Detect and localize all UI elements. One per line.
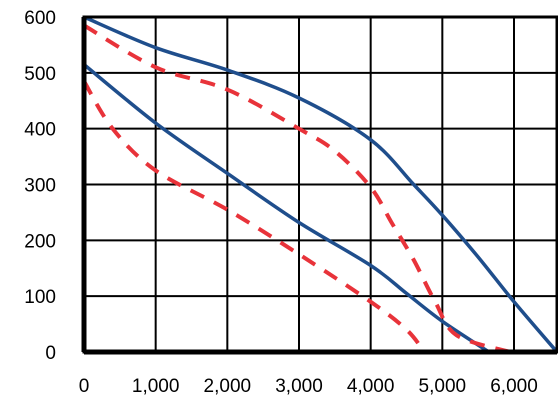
y-axis-tick-labels: 0 100 200 300 400 500 600 — [24, 8, 56, 364]
x-tick-label-0: 0 — [79, 376, 90, 397]
y-tick-label-100: 100 — [24, 287, 56, 308]
x-tick-label-6000: 6,000 — [490, 376, 538, 397]
grid-lines — [84, 17, 557, 352]
x-tick-label-3000: 3,000 — [275, 376, 323, 397]
series-line-2 — [82, 63, 490, 354]
y-tick-label-200: 200 — [24, 231, 56, 252]
y-tick-label-300: 300 — [24, 176, 56, 197]
series-layer — [82, 15, 558, 354]
plot-frame — [81, 15, 558, 355]
x-tick-label-2000: 2,000 — [204, 376, 252, 397]
y-tick-label-0: 0 — [45, 343, 56, 364]
series-line-1 — [83, 15, 558, 354]
x-tick-label-1000: 1,000 — [132, 376, 180, 397]
series-line-3 — [82, 23, 511, 354]
series-line-4 — [82, 80, 426, 354]
x-tick-label-5000: 5,000 — [419, 376, 467, 397]
x-axis-tick-labels: 0 1,000 2,000 3,000 4,000 5,000 6,000 — [79, 376, 538, 397]
y-tick-label-600: 600 — [24, 8, 56, 29]
y-tick-label-500: 500 — [24, 64, 56, 85]
y-tick-label-400: 400 — [24, 120, 56, 141]
x-tick-label-4000: 4,000 — [347, 376, 395, 397]
